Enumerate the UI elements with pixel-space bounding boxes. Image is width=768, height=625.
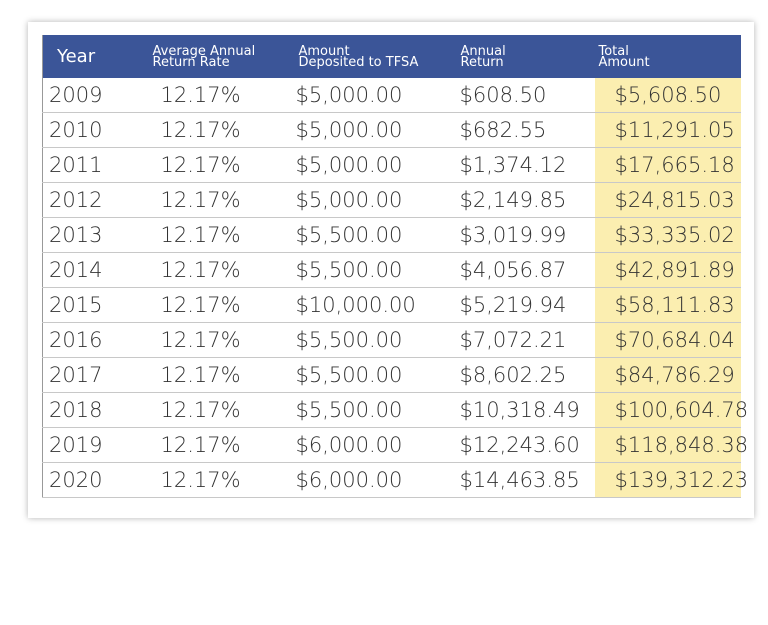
table-cell: $84,786.29 [594,357,741,393]
table-cell: $5,608.50 [594,78,741,113]
table-row: 2018 12.17% $5,500.00 $10,318.49 $100,604.78 [42,392,748,428]
table-cell: $118,848.38 [594,427,748,463]
header-cell: Total Amount [594,35,741,78]
table-row: 2011 12.17% $5,000.00 $1,374.12 $17,665.18 [42,147,741,183]
header-text: Total [598,43,629,59]
table-cell: 2014 [42,252,147,288]
table-cell: $24,815.03 [594,182,741,218]
table-cell: $100,604.78 [594,392,748,428]
table-cell: $3,019.99 [452,217,595,253]
table-cell: 12.17% [146,392,291,428]
table-cell: 2010 [42,112,147,148]
header-cell: Average Annual Return Rate [146,35,291,78]
table-cell: $58,111.83 [594,287,741,323]
table-cell: $5,500.00 [290,392,453,428]
table-cell: 2015 [42,287,147,323]
table-cell: $5,000.00 [290,147,453,183]
header-cell: Annual Return [452,35,595,78]
table-row: 2019 12.17% $6,000.00 $12,243.60 $118,848.38 [42,427,748,463]
table-row: 2017 12.17% $5,500.00 $8,602.25 $84,786.29 [42,357,741,393]
header-text: Deposited to TFSA [298,54,419,70]
table-cell: $10,000.00 [290,287,453,323]
table-cell: 12.17% [146,427,291,463]
table-row: 2014 12.17% $5,500.00 $4,056.87 $42,891.89 [42,252,741,288]
table-cell: $608.50 [452,78,595,113]
table-cell: 2009 [42,78,147,113]
header-row: Year Average Annual Return Rate Amount Depos… [42,35,741,78]
table-row: 2013 12.17% $5,500.00 $3,019.99 $33,335.02 [42,217,741,253]
table-cell: $5,000.00 [290,78,453,113]
table-cell: $6,000.00 [290,462,453,498]
table-cell: 12.17% [146,182,291,218]
table-cell: 2018 [42,392,147,428]
table-cell: 12.17% [146,78,291,113]
table-cell: $42,891.89 [594,252,741,288]
table-cell: $10,318.49 [452,392,595,428]
table-cell: $139,312.23 [594,462,748,498]
table-row: 2015 12.17% $10,000.00 $5,219.94 $58,111.83 [42,287,741,323]
table-cell: $5,000.00 [290,182,453,218]
table-cell: 12.17% [146,147,291,183]
table-cell: $14,463.85 [452,462,595,498]
table-cell: $5,500.00 [290,252,453,288]
table-cell: 2020 [42,462,147,498]
table-row: 2016 12.17% $5,500.00 $7,072.21 $70,684.04 [42,322,741,358]
table-cell: $5,500.00 [290,357,453,393]
header-text: Year [57,45,96,67]
table-cell: 12.17% [146,217,291,253]
table-cell: $5,500.00 [290,322,453,358]
header-cell: Amount Deposited to TFSA [290,35,453,78]
table-cell: 12.17% [146,287,291,323]
table-cell: 2013 [42,217,147,253]
table-cell: 12.17% [146,322,291,358]
table-body: 2009 12.17% $5,000.00 $608.50 $5,608.50 2010 1… [42,78,748,498]
tfsa-table: Year Average Annual Return Rate Amount Depos… [42,35,748,498]
table-cell: 2017 [42,357,147,393]
table-cell: $682.55 [452,112,595,148]
header-text: Return [460,54,504,70]
table-cell: $1,374.12 [452,147,595,183]
table-cell: $6,000.00 [290,427,453,463]
table-cell: 2016 [42,322,147,358]
table-cell: 12.17% [146,357,291,393]
header-text: Amount [298,43,350,59]
table-cell: 12.17% [146,462,291,498]
table-cell: $2,149.85 [452,182,595,218]
header-text: Return Rate [152,54,230,70]
card: Year Average Annual Return Rate Amount Depos… [28,22,754,518]
table-cell: $5,000.00 [290,112,453,148]
table-cell: $5,500.00 [290,217,453,253]
table-row: 2010 12.17% $5,000.00 $682.55 $11,291.05 [42,112,741,148]
table-row: 2009 12.17% $5,000.00 $608.50 $5,608.50 [42,78,741,113]
table-cell: 12.17% [146,112,291,148]
table-cell: $8,602.25 [452,357,595,393]
table-cell: 2012 [42,182,147,218]
table-cell: $11,291.05 [594,112,741,148]
table-cell: $17,665.18 [594,147,741,183]
table-cell: $12,243.60 [452,427,595,463]
table-cell: 2011 [42,147,147,183]
table-cell: $4,056.87 [452,252,595,288]
table-row: 2012 12.17% $5,000.00 $2,149.85 $24,815.03 [42,182,741,218]
table-cell: $70,684.04 [594,322,741,358]
table-cell: 12.17% [146,252,291,288]
table-row: 2020 12.17% $6,000.00 $14,463.85 $139,312.23 [42,462,748,498]
header-text: Amount [598,54,650,70]
header-cell: Year [42,35,147,78]
header-text: Annual [460,43,506,59]
table-cell: $7,072.21 [452,322,595,358]
table-cell: 2019 [42,427,147,463]
table-cell: $33,335.02 [594,217,741,253]
header-text: Average Annual [152,43,256,59]
table-cell: $5,219.94 [452,287,595,323]
